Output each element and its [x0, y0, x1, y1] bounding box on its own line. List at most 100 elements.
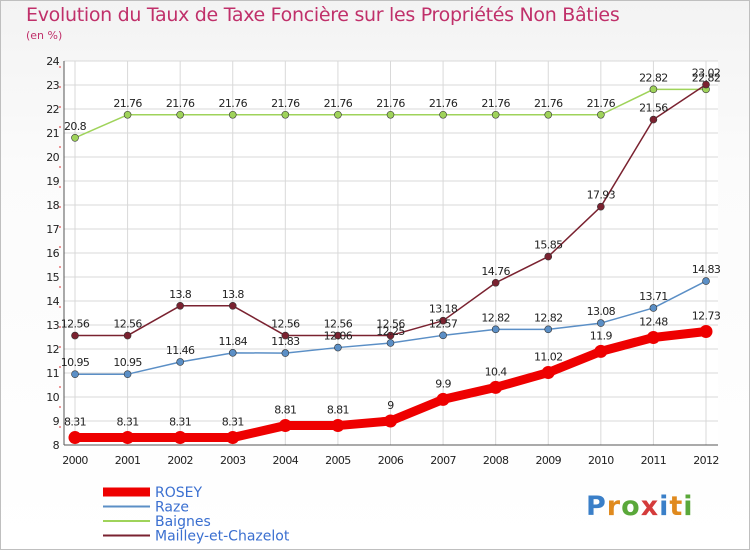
data-point	[386, 331, 395, 340]
data-point	[173, 431, 187, 445]
x-tick-label: 2005	[325, 454, 351, 467]
data-point	[489, 380, 503, 394]
data-point	[121, 431, 135, 445]
logo-letter: o	[621, 491, 641, 522]
y-tick-label: 17	[46, 223, 59, 236]
logo-letter: i	[683, 491, 694, 522]
data-point	[281, 349, 290, 357]
data-label: 21.76	[429, 97, 458, 110]
logo-letter: P	[586, 491, 607, 522]
y-tick-label: 13	[46, 319, 59, 332]
data-label: 12.56	[271, 318, 300, 331]
y-tick-label: 16	[46, 247, 59, 260]
data-label: 8.31	[169, 416, 191, 429]
data-point	[439, 316, 447, 325]
data-label: 22.82	[692, 71, 721, 84]
data-point	[439, 331, 447, 340]
data-label: 12.56	[376, 318, 405, 331]
data-point	[544, 110, 553, 119]
data-label: 10.95	[113, 356, 142, 369]
data-label: 14.83	[692, 263, 721, 276]
data-label: 22.82	[639, 71, 668, 84]
data-label: 13.08	[587, 305, 616, 318]
data-label: 11.02	[534, 351, 563, 364]
data-point	[597, 110, 605, 119]
data-label: 12.82	[534, 311, 563, 324]
data-label: 21.76	[271, 97, 300, 110]
y-tick-label: 10	[46, 391, 59, 404]
data-label: 11.46	[166, 344, 195, 357]
data-point	[331, 419, 345, 433]
data-point	[541, 366, 555, 380]
data-point	[278, 419, 292, 433]
y-tick-label: 20	[46, 151, 59, 164]
x-tick-label: 2001	[115, 454, 141, 467]
proxiti-logo: Proxiti	[586, 491, 694, 522]
logo-letter: t	[669, 491, 684, 522]
data-label: 10.95	[61, 356, 90, 369]
data-point	[439, 110, 447, 119]
chart-subtitle: (en %)	[26, 29, 63, 42]
data-point	[649, 304, 658, 312]
data-point	[699, 324, 713, 338]
data-label: 13.8	[169, 288, 192, 301]
data-label: 9	[387, 399, 394, 412]
data-label: 12.73	[692, 309, 721, 322]
y-tick-label: 18	[46, 199, 59, 212]
data-point	[68, 431, 82, 445]
data-point	[544, 252, 553, 261]
data-point	[649, 85, 658, 94]
logo-letter: r	[606, 491, 622, 522]
y-tick-label: 21	[46, 127, 59, 140]
data-point	[544, 325, 553, 334]
y-tick-label: 23	[46, 79, 59, 92]
data-point	[491, 325, 500, 334]
data-point	[436, 392, 450, 406]
data-label: 21.76	[376, 97, 405, 110]
data-point	[334, 110, 342, 119]
x-tick-label: 2007	[430, 454, 456, 467]
data-point	[384, 414, 397, 428]
data-label: 21.76	[587, 97, 616, 110]
data-point	[123, 110, 132, 119]
y-tick-label: 11	[46, 367, 59, 380]
data-point	[176, 358, 184, 366]
data-point	[386, 339, 395, 347]
data-point	[594, 344, 608, 358]
data-point	[71, 370, 79, 379]
data-label: 12.56	[324, 318, 353, 331]
data-label: 8.31	[117, 416, 139, 429]
data-label: 21.76	[113, 97, 142, 110]
data-label: 15.85	[534, 239, 563, 252]
logo-letter: x	[640, 491, 660, 522]
x-tick-label: 2000	[62, 454, 88, 467]
x-tick-label: 2004	[273, 454, 299, 467]
data-label: 12.57	[429, 317, 458, 330]
data-label: 12.82	[481, 311, 510, 324]
data-label: 23.02	[692, 67, 721, 80]
data-point	[491, 110, 500, 119]
data-label: 11.83	[271, 335, 300, 348]
data-point	[228, 349, 237, 357]
data-label: 8.31	[222, 416, 244, 429]
data-label: 11.84	[219, 335, 248, 348]
x-tick-label: 2011	[641, 454, 667, 467]
x-tick-label: 2010	[588, 454, 614, 467]
data-point	[702, 277, 710, 285]
data-label: 17.93	[587, 189, 616, 202]
logo-letter: i	[659, 491, 670, 522]
data-label: 8.81	[327, 404, 349, 417]
data-label: 21.76	[481, 97, 510, 110]
data-label: 12.48	[639, 315, 668, 328]
data-label: 8.81	[274, 404, 296, 417]
x-tick-label: 2009	[535, 454, 561, 467]
data-point	[71, 331, 79, 340]
data-point	[226, 431, 240, 445]
data-label: 21.76	[324, 97, 353, 110]
data-label: 13.18	[429, 303, 458, 316]
data-point	[176, 301, 184, 310]
data-point	[646, 330, 660, 344]
data-point	[123, 331, 132, 340]
y-tick-label: 22	[46, 103, 59, 116]
